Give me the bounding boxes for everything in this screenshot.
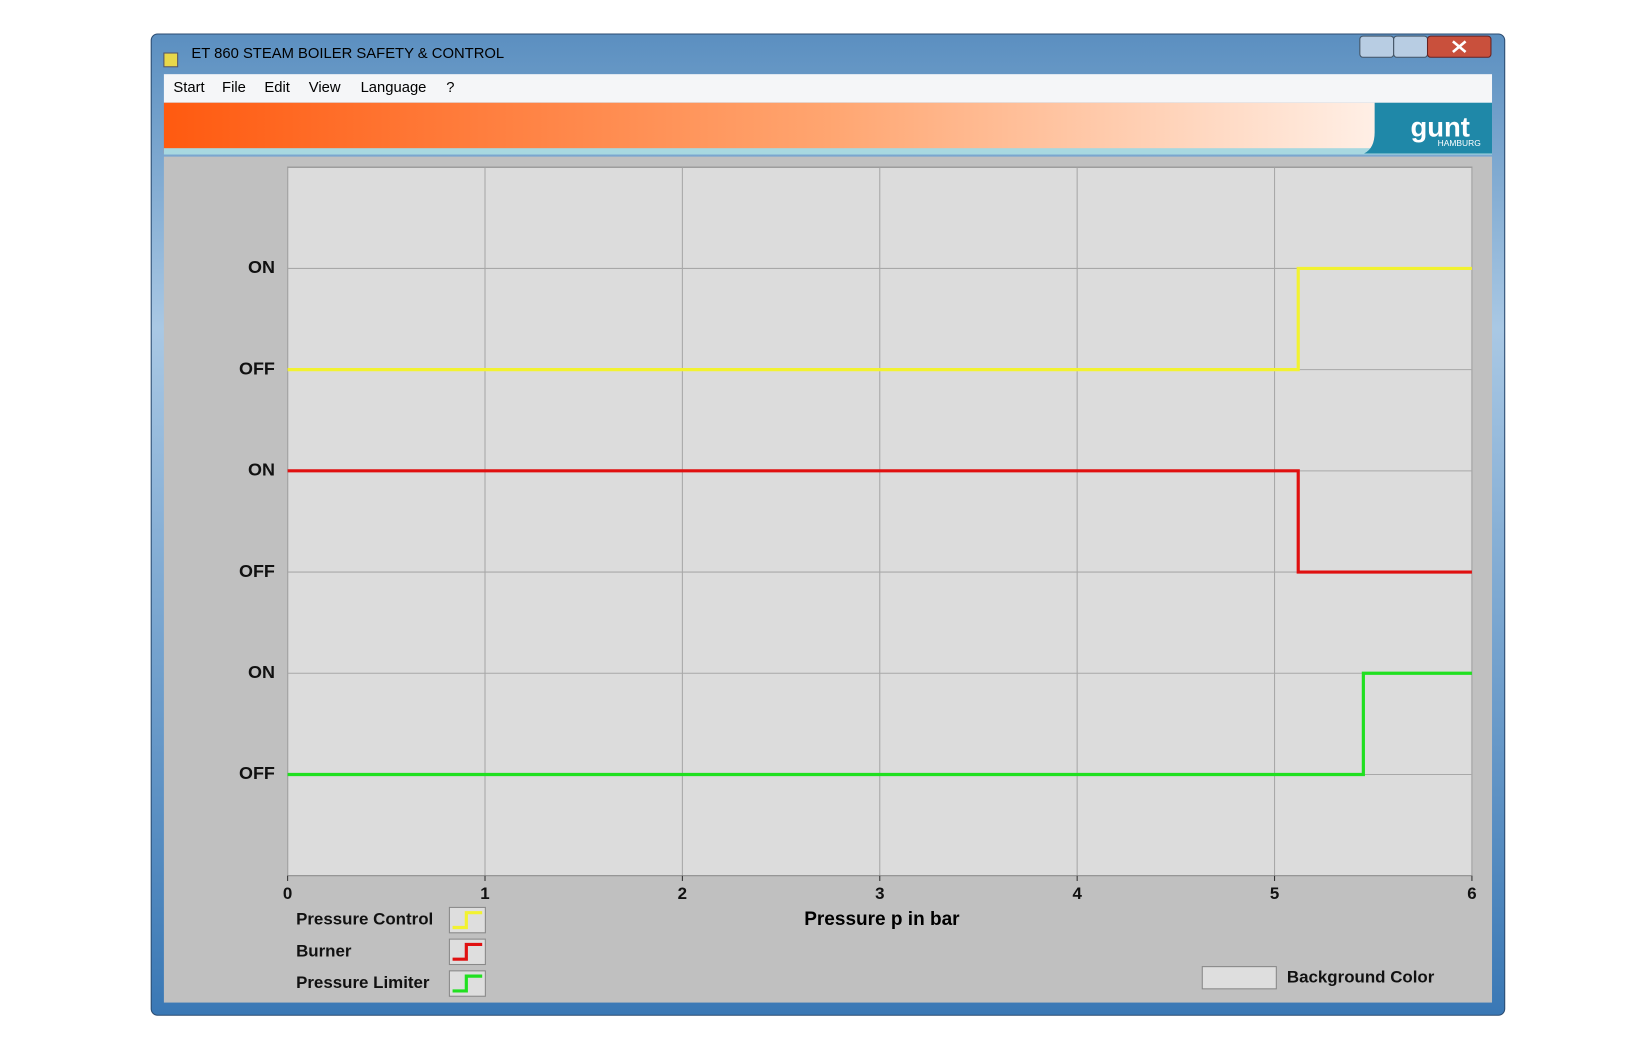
x-tick-label: 6 <box>1467 884 1476 903</box>
menu-item[interactable]: File <box>222 80 246 96</box>
menu-item[interactable]: View <box>309 80 341 96</box>
series-line <box>287 671 1472 777</box>
menu-item[interactable]: Language <box>361 80 427 96</box>
legend-icon <box>452 942 483 961</box>
x-tick-label: 0 <box>283 884 292 903</box>
y-tick-label: ON <box>248 460 275 480</box>
logo: gunt <box>1410 111 1470 142</box>
color-button[interactable] <box>1201 966 1277 990</box>
legend-icon <box>452 974 483 993</box>
maximize-button[interactable] <box>1393 35 1429 58</box>
menu-bar <box>163 74 1493 103</box>
x-tick-label: 4 <box>1072 884 1082 903</box>
color-button-label[interactable]: Background Color <box>1287 968 1435 987</box>
legend-label: Burner <box>296 941 352 960</box>
minimize-button[interactable] <box>1359 35 1395 58</box>
y-tick-label: OFF <box>239 763 275 783</box>
legend-label: Pressure Limiter <box>296 973 430 992</box>
app-icon <box>163 52 179 68</box>
y-tick-label: OFF <box>239 358 275 378</box>
x-axis-label: Pressure p in bar <box>804 909 960 930</box>
banner-stripe <box>163 148 1493 155</box>
y-tick-label: ON <box>248 257 275 277</box>
series-line <box>287 266 1472 372</box>
legend-icon <box>452 911 483 930</box>
y-tick-label: ON <box>248 662 275 682</box>
menu-item[interactable]: ? <box>446 80 454 96</box>
x-tick-label: 2 <box>678 884 687 903</box>
legend-label: Pressure Control <box>296 910 433 929</box>
y-tick-label: OFF <box>239 561 275 581</box>
logo-city: HAMBURG <box>1438 138 1481 148</box>
menu: Start File Edit View Language? <box>173 80 454 96</box>
banner <box>163 102 1493 154</box>
window-buttons <box>1359 35 1492 58</box>
logo-back <box>1364 102 1493 154</box>
x-tick-label: 3 <box>875 884 884 903</box>
window-title: ET 860 STEAM BOILER SAFETY & CONTROL <box>191 46 504 62</box>
menu-item[interactable]: Start <box>173 80 204 96</box>
x-tick-label: 1 <box>480 884 489 903</box>
menu-item[interactable]: Edit <box>264 80 290 96</box>
x-tick-label: 5 <box>1270 884 1279 903</box>
series-line <box>287 469 1472 574</box>
